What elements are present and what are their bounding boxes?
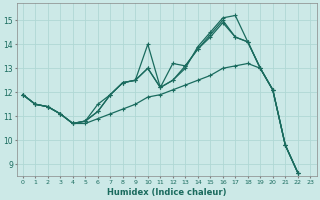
X-axis label: Humidex (Indice chaleur): Humidex (Indice chaleur) (107, 188, 226, 197)
